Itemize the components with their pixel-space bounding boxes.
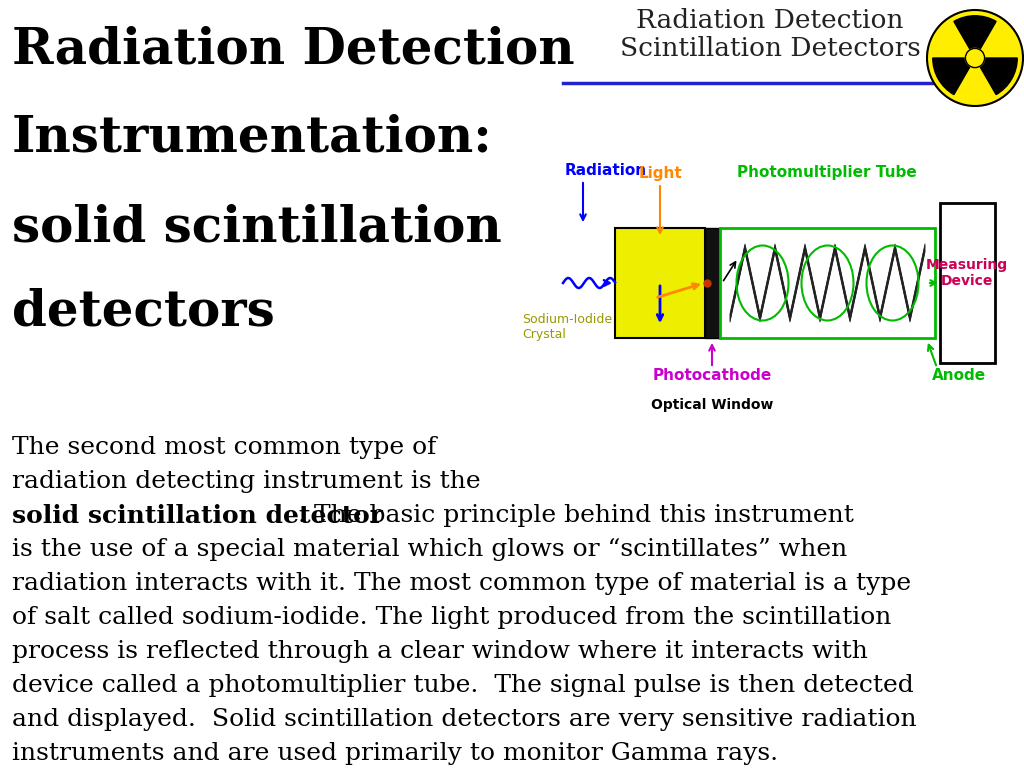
- Circle shape: [927, 10, 1023, 106]
- Text: is the use of a special material which glows or “scintillates” when: is the use of a special material which g…: [12, 538, 847, 561]
- Text: Instrumentation:: Instrumentation:: [12, 113, 493, 162]
- Text: Radiation: Radiation: [565, 163, 647, 178]
- Text: and displayed.  Solid scintillation detectors are very sensitive radiation: and displayed. Solid scintillation detec…: [12, 708, 916, 731]
- Text: Light: Light: [638, 166, 682, 181]
- Text: solid scintillation: solid scintillation: [12, 203, 502, 252]
- Bar: [705, 228, 720, 338]
- Text: solid scintillation detector: solid scintillation detector: [12, 504, 383, 528]
- Text: Radiation Detection: Radiation Detection: [12, 25, 574, 74]
- Text: Photocathode: Photocathode: [652, 368, 772, 383]
- Wedge shape: [980, 58, 1017, 94]
- Text: radiation detecting instrument is the: radiation detecting instrument is the: [12, 470, 480, 493]
- Text: process is reflected through a clear window where it interacts with: process is reflected through a clear win…: [12, 640, 868, 663]
- Text: . The basic principle behind this instrument: . The basic principle behind this instru…: [298, 504, 854, 527]
- Text: Radiation Detection: Radiation Detection: [636, 8, 904, 33]
- Text: radiation interacts with it. The most common type of material is a type: radiation interacts with it. The most co…: [12, 572, 911, 595]
- Text: Optical Window: Optical Window: [651, 398, 773, 412]
- Text: device called a photomultiplier tube.  The signal pulse is then detected: device called a photomultiplier tube. Th…: [12, 674, 913, 697]
- Text: Anode: Anode: [932, 368, 986, 383]
- Wedge shape: [954, 16, 996, 50]
- Text: of salt called sodium-iodide. The light produced from the scintillation: of salt called sodium-iodide. The light …: [12, 606, 891, 629]
- Wedge shape: [933, 58, 970, 94]
- Text: Photomultiplier Tube: Photomultiplier Tube: [737, 165, 916, 180]
- Text: instruments and are used primarily to monitor Gamma rays.: instruments and are used primarily to mo…: [12, 742, 778, 765]
- Bar: [940, 203, 995, 363]
- Text: The second most common type of: The second most common type of: [12, 436, 436, 459]
- Text: detectors: detectors: [12, 288, 274, 337]
- Bar: [720, 228, 935, 338]
- Circle shape: [966, 48, 985, 68]
- Bar: [615, 228, 705, 338]
- Text: Measuring
Device: Measuring Device: [926, 258, 1008, 288]
- Text: Scintillation Detectors: Scintillation Detectors: [620, 36, 921, 61]
- Text: Sodium-Iodide
Crystal: Sodium-Iodide Crystal: [522, 313, 612, 341]
